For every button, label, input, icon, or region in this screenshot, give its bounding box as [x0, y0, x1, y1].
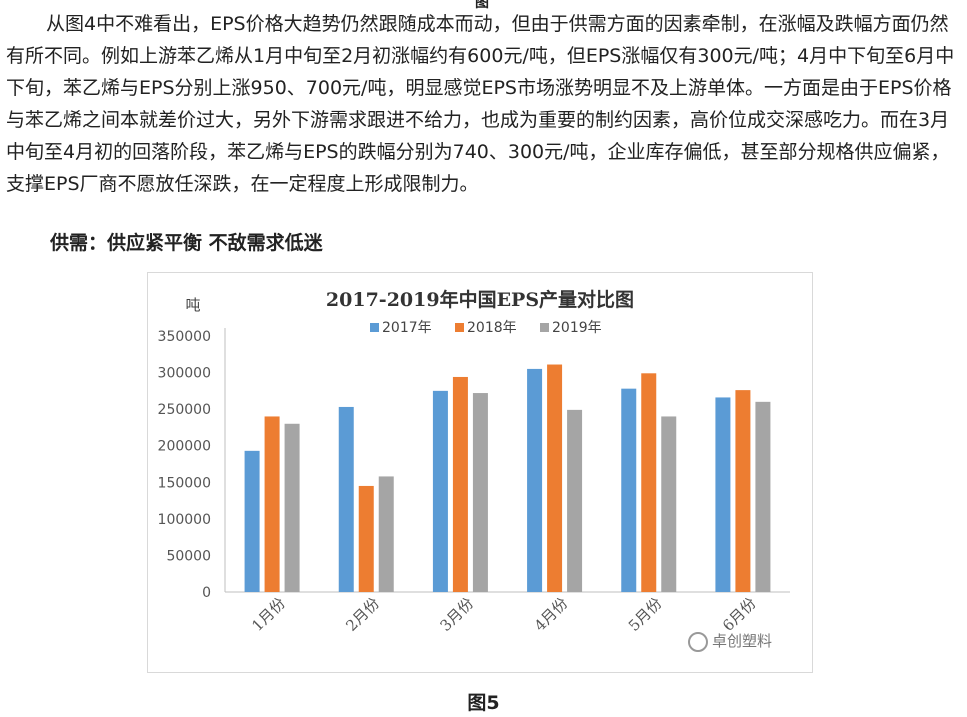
- y-tick-label-1: 0: [202, 585, 211, 601]
- bar-2-series-1: [338, 406, 354, 592]
- chart-title: 2017-2019年中国EPS产量对比图: [326, 288, 634, 311]
- legend-swatch-2: [455, 323, 464, 332]
- y-tick-label-8: 350000: [158, 329, 211, 345]
- production-bar-chart: 2017-2019年中国EPS产量对比图 吨 2017年 2018年 2019年 0 500…: [158, 288, 790, 635]
- chart-frame: 2017-2019年中国EPS产量对比图 吨 2017年 2018年 2019年 0 500…: [147, 272, 813, 673]
- bar-4-series-3: [567, 409, 583, 592]
- section-subheading: 供需：供应紧平衡 不敌需求低迷: [50, 232, 323, 254]
- x-tick-label-6: 6月份: [719, 594, 760, 635]
- y-tick-label-7: 300000: [158, 366, 211, 382]
- bar-5-series-3: [661, 416, 677, 592]
- bar-3-series-1: [432, 390, 448, 592]
- watermark-logo: 卓创塑料: [688, 630, 772, 652]
- y-tick-label-2: 50000: [166, 548, 211, 564]
- bar-3-series-3: [472, 393, 488, 592]
- y-tick-label-3: 100000: [158, 512, 211, 528]
- watermark-logo-text: 卓创塑料: [712, 632, 773, 650]
- bar-4-series-2: [547, 364, 563, 592]
- legend-label-2: 2018年: [467, 320, 517, 336]
- bar-1-series-1: [244, 450, 260, 592]
- bar-1-series-2: [264, 416, 280, 592]
- logo-icon: [688, 631, 708, 652]
- bar-3-series-2: [452, 376, 468, 592]
- bar-1-series-3: [284, 423, 300, 592]
- bar-2-series-3: [378, 476, 394, 592]
- body-paragraph: 从图4中不难看出，EPS价格大趋势仍然跟随成本而动，但由于供需方面的因素牵制，在…: [6, 13, 955, 195]
- bar-6-series-1: [715, 397, 731, 592]
- y-axis-label: 吨: [185, 296, 200, 314]
- legend-label-3: 2019年: [552, 320, 602, 336]
- figure-caption: 图5: [467, 692, 500, 714]
- y-tick-label-4: 150000: [158, 475, 211, 491]
- x-tick-label-2: 2月份: [342, 594, 383, 635]
- bar-5-series-1: [621, 388, 637, 592]
- bar-2-series-2: [358, 485, 374, 592]
- legend-swatch-3: [540, 323, 549, 332]
- y-tick-label-6: 250000: [158, 402, 211, 418]
- x-tick-label-5: 5月份: [625, 594, 666, 635]
- y-tick-label-5: 200000: [158, 439, 211, 455]
- figure-reference-fragment: 图: [475, 0, 489, 11]
- legend-swatch-1: [370, 323, 379, 332]
- x-tick-label-4: 4月份: [531, 594, 572, 635]
- bar-5-series-2: [641, 373, 657, 592]
- x-tick-label-1: 1月份: [248, 594, 289, 635]
- legend-label-1: 2017年: [382, 320, 432, 336]
- bar-6-series-3: [755, 401, 771, 592]
- x-tick-label-3: 3月份: [437, 594, 478, 635]
- bar-6-series-2: [735, 390, 751, 592]
- bar-4-series-1: [527, 368, 543, 592]
